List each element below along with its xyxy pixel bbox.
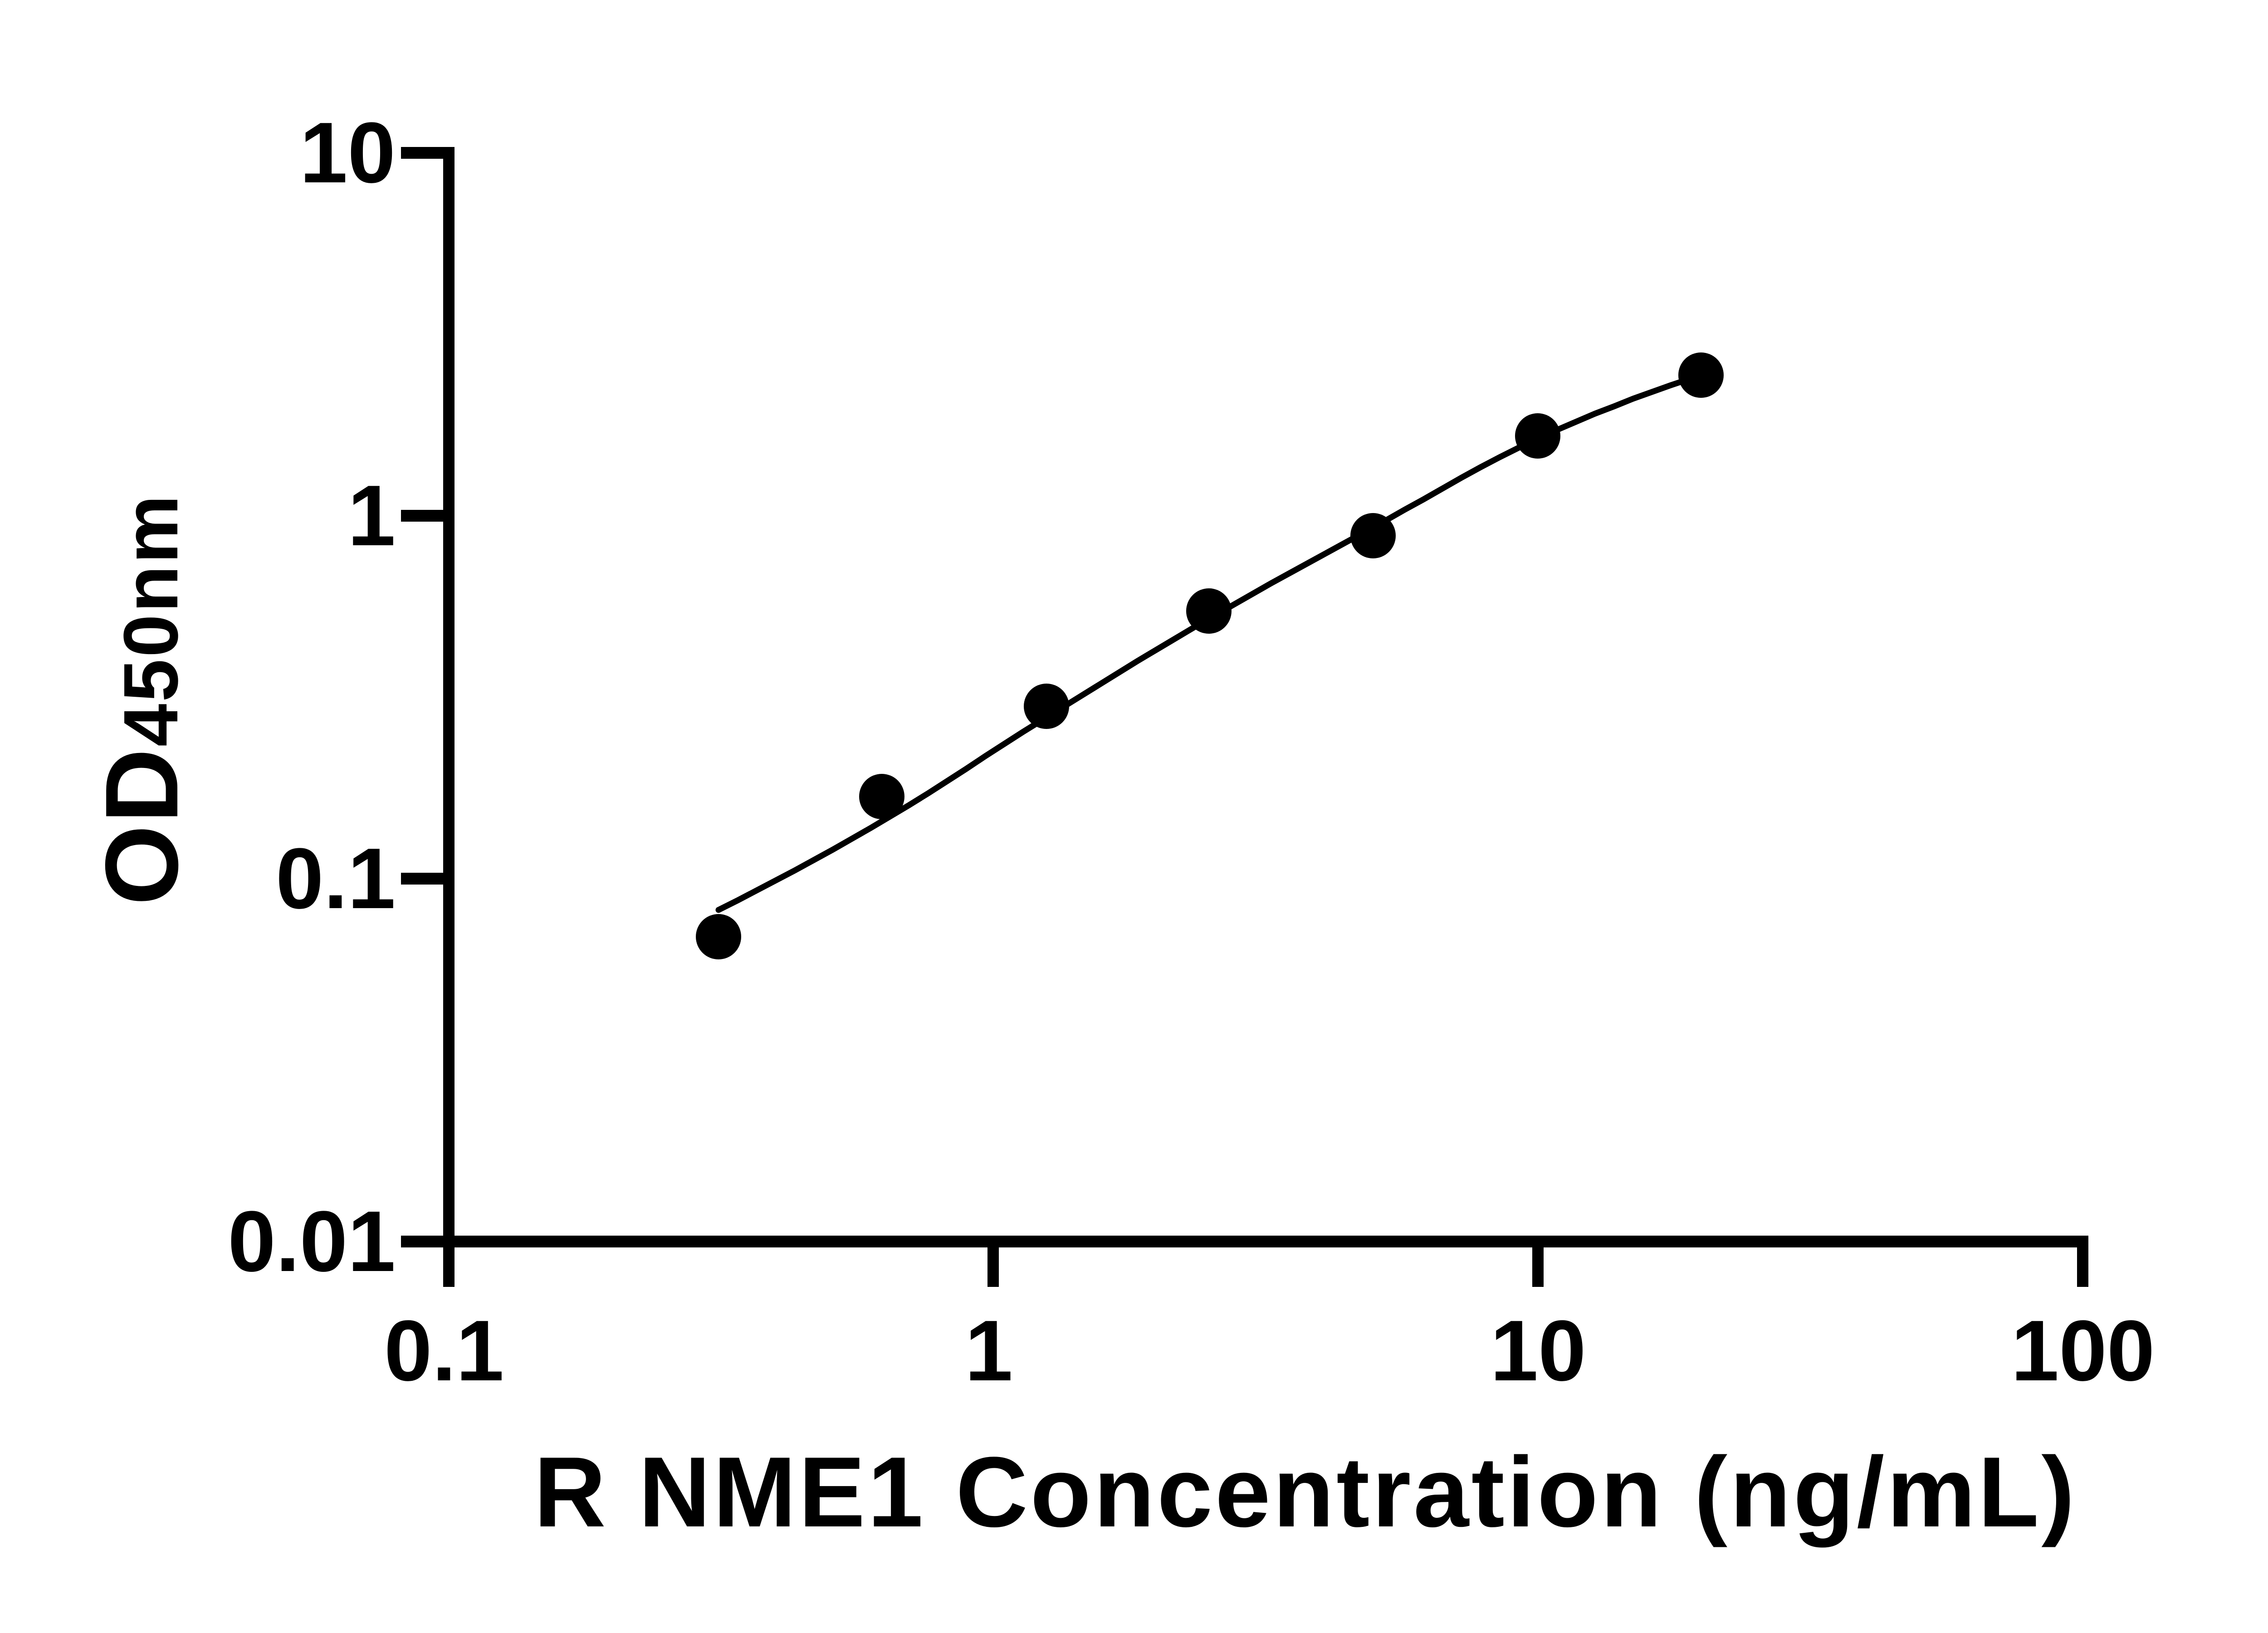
svg-text:0.1: 0.1 [276, 831, 396, 927]
svg-text:10: 10 [1490, 1303, 1586, 1399]
svg-text:R NME1 Concentration (ng/mL): R NME1 Concentration (ng/mL) [534, 1436, 2077, 1548]
svg-text:1: 1 [965, 1303, 1013, 1399]
svg-text:10: 10 [300, 105, 396, 201]
svg-text:0.1: 0.1 [384, 1303, 504, 1399]
svg-text:1: 1 [347, 468, 396, 564]
svg-text:100: 100 [2011, 1303, 2155, 1399]
svg-text:OD450nm: OD450nm [84, 493, 200, 905]
svg-text:0.01: 0.01 [228, 1193, 396, 1290]
